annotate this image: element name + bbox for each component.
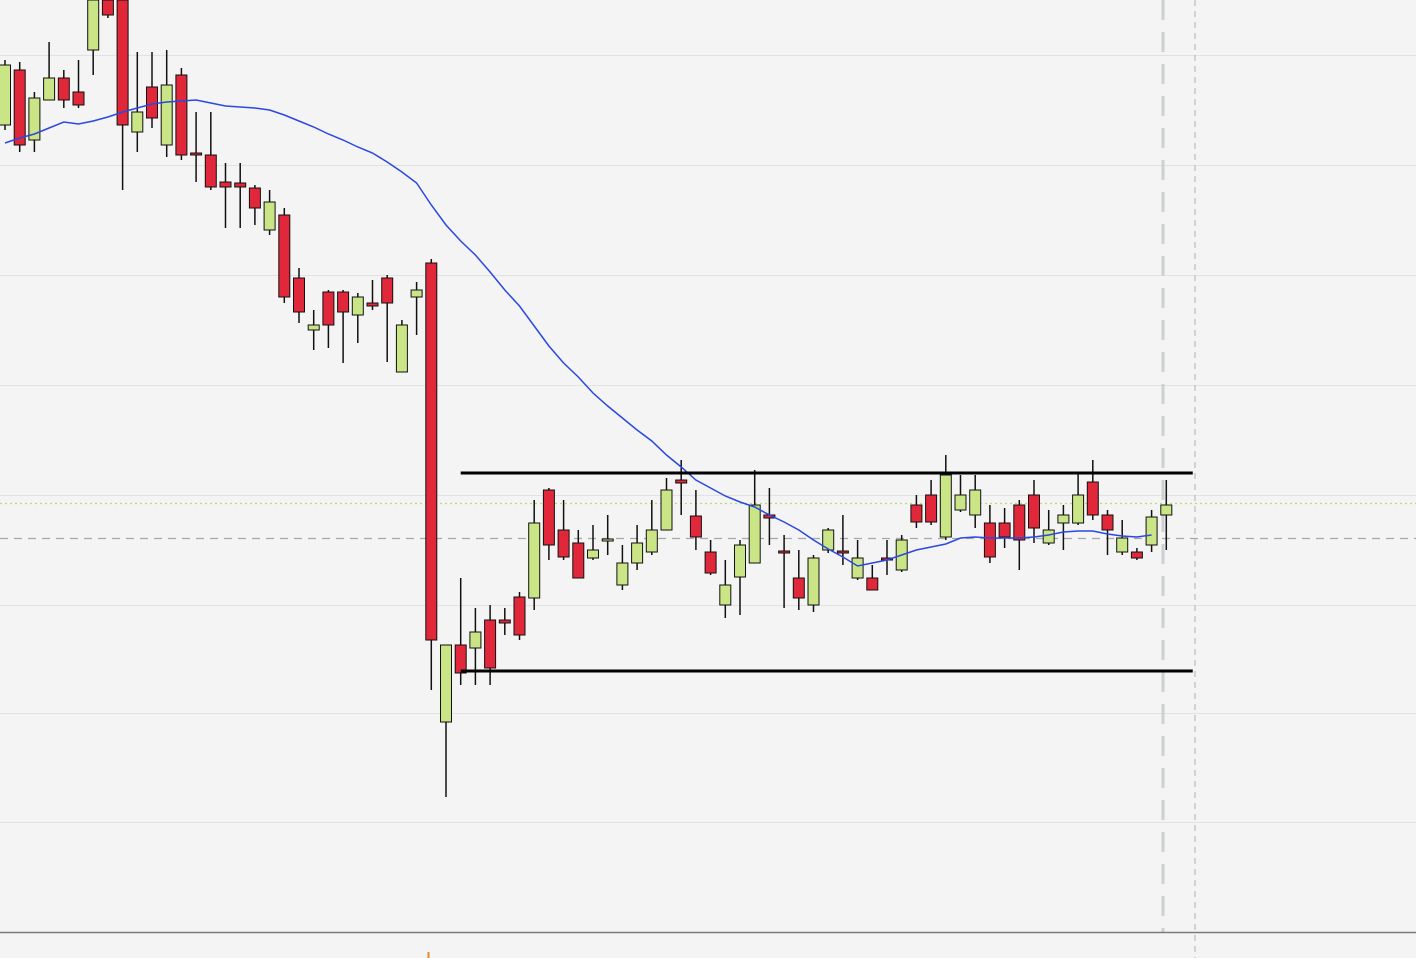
candle-body <box>925 494 938 523</box>
candle-body <box>101 0 114 16</box>
candle-body <box>528 522 541 599</box>
candle-body <box>1057 514 1070 524</box>
candle-body <box>704 551 717 574</box>
moving-average-line <box>4 99 1152 567</box>
candle-body <box>263 201 276 231</box>
candle-body <box>851 557 864 579</box>
candle-body <box>219 181 232 188</box>
candle-body <box>293 277 305 313</box>
candle-body <box>337 291 350 313</box>
candle-body <box>234 182 247 188</box>
candle-body <box>116 0 129 126</box>
candle-body <box>13 69 26 146</box>
candle-body <box>969 489 982 516</box>
candle-body <box>146 86 158 119</box>
candle-body <box>778 550 791 554</box>
candle-body <box>1160 504 1173 516</box>
candle-body <box>1101 514 1114 531</box>
candle-body <box>1145 516 1158 546</box>
candle-body <box>175 74 188 156</box>
candle-body <box>1116 537 1129 553</box>
candle-body <box>1130 551 1143 559</box>
candle-body <box>513 596 526 636</box>
candle-body <box>1072 494 1085 524</box>
candle-body <box>939 474 952 538</box>
candle-body <box>307 324 320 331</box>
candle-body <box>734 544 746 578</box>
candle-body <box>542 489 555 546</box>
candle-body <box>484 619 497 669</box>
candle-body <box>410 289 423 298</box>
candle-body <box>131 111 144 133</box>
candle-body <box>1028 494 1040 529</box>
candle-body <box>190 152 203 156</box>
candle-body <box>660 489 673 531</box>
candle-body <box>28 97 41 141</box>
candle-body <box>1086 481 1099 516</box>
candle-body <box>440 644 452 723</box>
candle-body <box>689 515 702 538</box>
candle-body <box>572 542 585 579</box>
candle-body <box>204 154 217 188</box>
plot-area <box>0 0 1416 797</box>
candle-body <box>43 77 56 101</box>
candle-body <box>616 562 629 586</box>
candle-body <box>395 324 408 373</box>
candle-body <box>719 584 732 606</box>
candle-body <box>160 84 173 146</box>
candle-body <box>748 504 761 564</box>
candle-body <box>866 577 879 591</box>
candle-body <box>822 529 835 551</box>
candle-body <box>498 619 511 624</box>
candle-body <box>983 522 996 558</box>
candle-body <box>1013 504 1026 541</box>
candle-body <box>72 91 85 106</box>
candle-body <box>57 77 70 101</box>
candle-body <box>381 277 394 304</box>
candle-body <box>998 522 1011 538</box>
candle-body <box>792 577 805 599</box>
candle-body <box>601 538 614 542</box>
candle-body <box>954 494 967 511</box>
candle-body <box>351 296 364 316</box>
candle-body <box>0 64 11 126</box>
candle-body <box>366 302 379 307</box>
candle-body <box>557 529 570 558</box>
candle-body <box>910 504 923 523</box>
candle-body <box>631 542 644 564</box>
candle-body <box>1042 529 1055 544</box>
candle-body <box>248 187 261 209</box>
candle-body <box>836 550 849 554</box>
candle-body <box>425 262 438 641</box>
candle-body <box>87 0 100 51</box>
candle-body <box>807 557 820 606</box>
candle-body <box>454 644 467 674</box>
candle-body <box>322 291 335 326</box>
candle-body <box>645 529 658 553</box>
grid <box>0 55 1416 823</box>
candle-body <box>587 549 599 559</box>
candle-body <box>278 214 291 298</box>
candle-body <box>675 479 688 484</box>
candle-body <box>469 631 482 649</box>
